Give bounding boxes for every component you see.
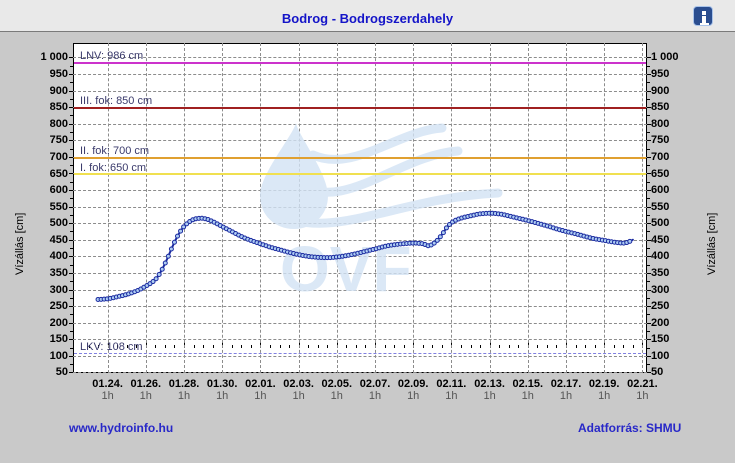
- svg-text:OVF: OVF: [280, 233, 412, 305]
